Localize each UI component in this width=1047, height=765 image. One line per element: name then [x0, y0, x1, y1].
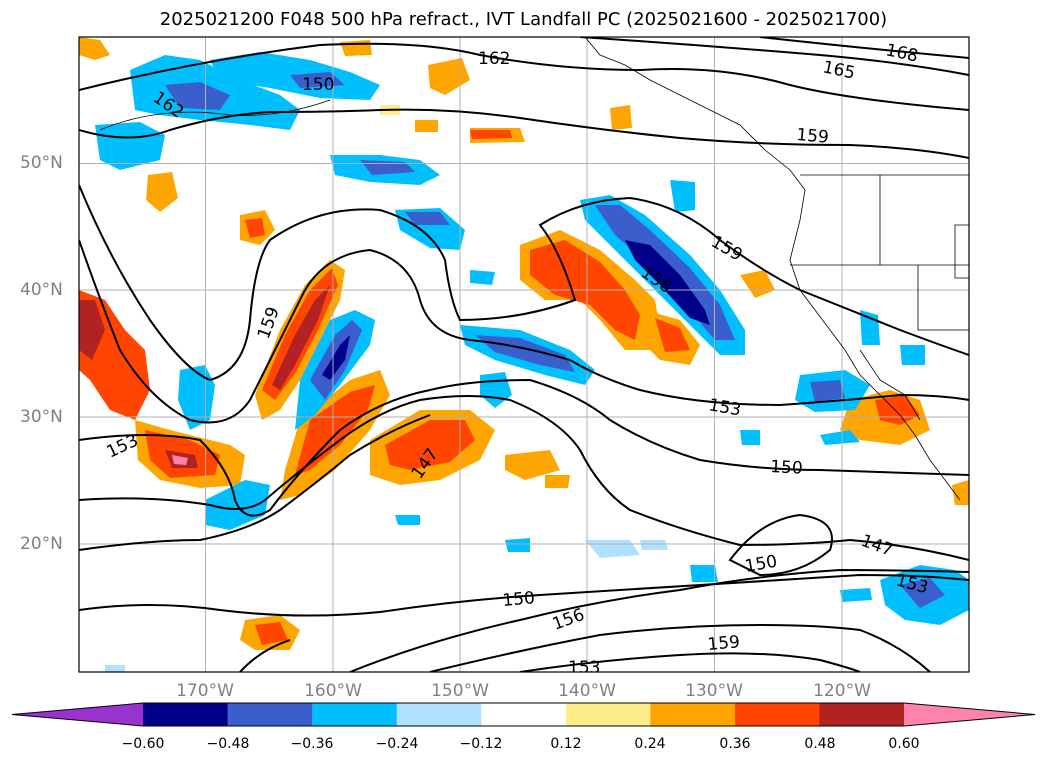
colorbar-swatch: [227, 703, 313, 726]
colorbar-swatch: [143, 703, 229, 726]
lat-tick-label: 40°N: [20, 280, 63, 300]
colorbar-tick-label: 0.12: [550, 736, 582, 752]
map-border: [78, 36, 970, 673]
contour-label: 162: [478, 49, 510, 69]
colorbar-swatch: [734, 703, 820, 726]
contour-label: 153: [568, 658, 600, 678]
colorbar-extend-min: [12, 703, 143, 726]
colorbar-tick-label: 0.48: [804, 736, 836, 752]
colorbar-swatch: [396, 703, 482, 726]
colorbar-tick-label: 0.36: [719, 736, 751, 752]
colorbar-tick-label: 0.60: [888, 736, 920, 752]
contour-label: 150: [770, 457, 803, 479]
lon-tick-label: 170°W: [176, 681, 234, 701]
colorbar-swatch: [650, 703, 736, 726]
lon-tick-label: 150°W: [431, 681, 489, 701]
colorbar-outline: [11, 702, 1036, 727]
colorbar-swatch: [819, 703, 905, 726]
colorbar-swatch: [481, 703, 567, 726]
lon-tick-label: 160°W: [304, 681, 362, 701]
map-frame: 162 168 165 159 150 162 159 156 159 153 …: [79, 37, 969, 678]
colorbar-tick-label: 0.24: [634, 736, 666, 752]
colorbar-tick-label: −0.36: [290, 736, 334, 752]
colorbar-tick-label: −0.48: [206, 736, 250, 752]
figure-title: 2025021200 F048 500 hPa refract., IVT La…: [159, 9, 888, 30]
lon-tick-label: 120°W: [813, 681, 871, 701]
graticule: [79, 37, 969, 672]
height-contours: [79, 37, 969, 672]
lat-tick-label: 30°N: [20, 407, 63, 427]
lon-tick-label: 140°W: [558, 681, 616, 701]
contour-label: 159: [707, 632, 741, 655]
colorbar-swatch: [565, 703, 651, 726]
coastlines-borders: [99, 37, 969, 501]
contour-label: 159: [796, 125, 830, 148]
colorbar-extend-max: [904, 703, 1035, 726]
colorbar-swatch: [312, 703, 398, 726]
lat-tick-label: 20°N: [20, 534, 63, 554]
contour-label: 150: [302, 75, 334, 95]
colorbar-tick-label: −0.60: [121, 736, 165, 752]
lat-tick-label: 50°N: [20, 153, 63, 173]
lon-tick-label: 130°W: [685, 681, 743, 701]
colorbar-tick-label: −0.12: [459, 736, 503, 752]
colorbar: [11, 702, 1036, 727]
contour-label: 150: [502, 588, 536, 611]
colorbar-tick-label: −0.24: [375, 736, 419, 752]
